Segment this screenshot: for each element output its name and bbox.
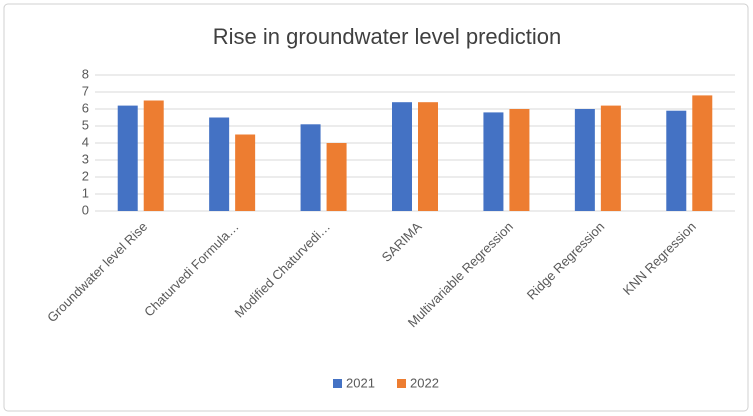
y-tick-label: 7 <box>82 83 89 98</box>
bar <box>235 134 256 211</box>
bar <box>143 100 164 211</box>
bar <box>117 105 138 211</box>
y-tick-label: 6 <box>82 100 89 115</box>
legend-swatch <box>333 379 342 388</box>
bar <box>509 109 530 211</box>
bar <box>600 105 621 211</box>
y-tick-label: 3 <box>82 151 89 166</box>
bar <box>574 109 595 211</box>
bar <box>666 110 687 211</box>
chart-title: Rise in groundwater level prediction <box>213 24 562 49</box>
legend-label: 2021 <box>346 375 375 390</box>
y-tick-label: 5 <box>82 117 89 132</box>
bar <box>209 117 230 211</box>
bar <box>392 102 412 211</box>
y-tick-label: 2 <box>82 168 89 183</box>
bar <box>692 95 713 211</box>
y-tick-label: 8 <box>82 66 89 81</box>
chart-frame <box>3 3 749 412</box>
y-tick-label: 1 <box>82 185 89 200</box>
y-tick-label: 4 <box>82 134 89 149</box>
bar <box>418 102 438 211</box>
y-tick-label: 0 <box>82 202 89 217</box>
legend-swatch <box>397 379 406 388</box>
bar <box>483 112 504 211</box>
legend-label: 2022 <box>410 375 439 390</box>
bar <box>326 143 347 211</box>
bar <box>300 124 321 211</box>
